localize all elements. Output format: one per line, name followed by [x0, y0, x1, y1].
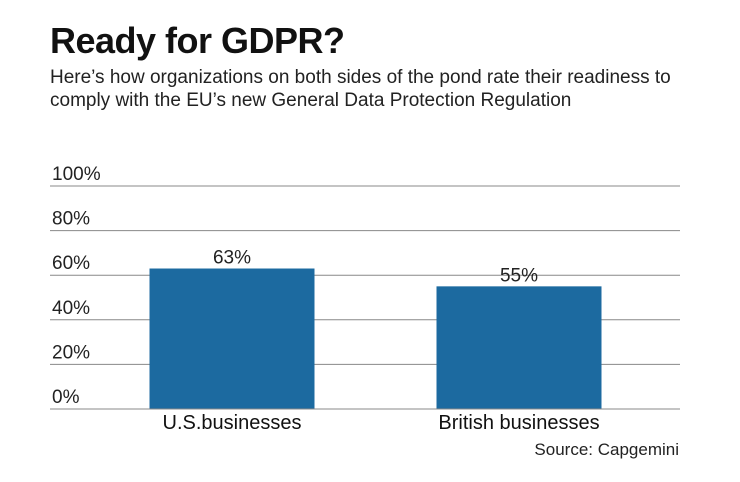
bars: [149, 268, 602, 409]
y-tick-label: 60%: [52, 253, 90, 274]
bar: [149, 268, 315, 409]
x-tick-label: British businesses: [438, 412, 599, 434]
chart-title: Ready for GDPR?: [50, 20, 345, 61]
x-axis-ticks: U.S.businesses British businesses: [163, 412, 600, 434]
y-tick-label: 80%: [52, 209, 90, 230]
data-label: 63%: [213, 248, 251, 269]
data-labels: 63% 55%: [213, 248, 538, 287]
y-tick-label: 0%: [52, 387, 80, 408]
chart-subtitle: Here’s how organizations on both sides o…: [50, 67, 671, 111]
data-label: 55%: [500, 265, 538, 286]
y-tick-label: 40%: [52, 298, 90, 319]
x-tick-label: U.S.businesses: [163, 412, 302, 434]
bar: [436, 286, 602, 409]
y-axis-ticks: 0% 20% 40% 60% 80% 100%: [52, 164, 101, 408]
y-tick-label: 100%: [52, 164, 101, 185]
y-tick-label: 20%: [52, 342, 90, 363]
source-note: Source: Capgemini: [534, 440, 679, 459]
